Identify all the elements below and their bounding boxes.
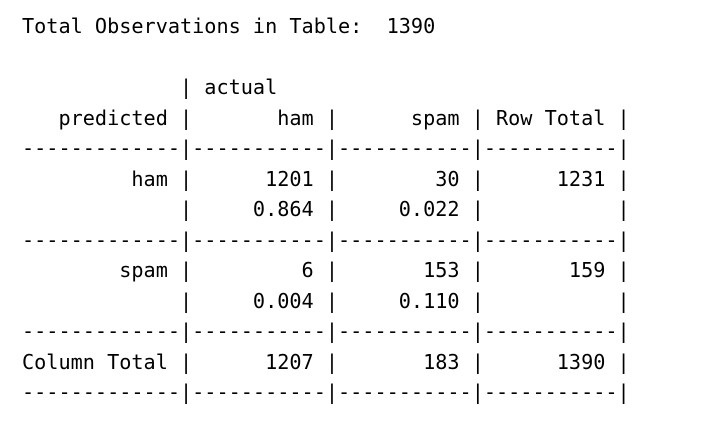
- total-observations-line: Total Observations in Table: 1390: [22, 14, 436, 38]
- table-row-spam-proportions: | 0.004 | 0.110 | |: [22, 288, 630, 313]
- separator-line: -------------|-----------|-----------|--…: [22, 227, 630, 252]
- table-row-spam-counts: spam | 6 | 153 | 159 |: [22, 258, 630, 282]
- separator-line: -------------|-----------|-----------|--…: [22, 380, 630, 404]
- separator-line: -------------|-----------|-----------|--…: [22, 136, 630, 160]
- header-row: predicted | ham | spam | Row Total |: [22, 105, 630, 130]
- table-row-ham-counts: ham | 1201 | 30 | 1231 |: [22, 166, 630, 191]
- column-total-row: Column Total | 1207 | 183 | 1390 |: [22, 349, 630, 374]
- crosstable-output: Total Observations in Table: 1390 | actu…: [22, 11, 630, 408]
- table-row-ham-proportions: | 0.864 | 0.022 | |: [22, 197, 630, 221]
- column-group-header-row: | actual: [22, 75, 278, 99]
- separator-line: -------------|-----------|-----------|--…: [22, 319, 630, 343]
- blank-line: [22, 42, 630, 73]
